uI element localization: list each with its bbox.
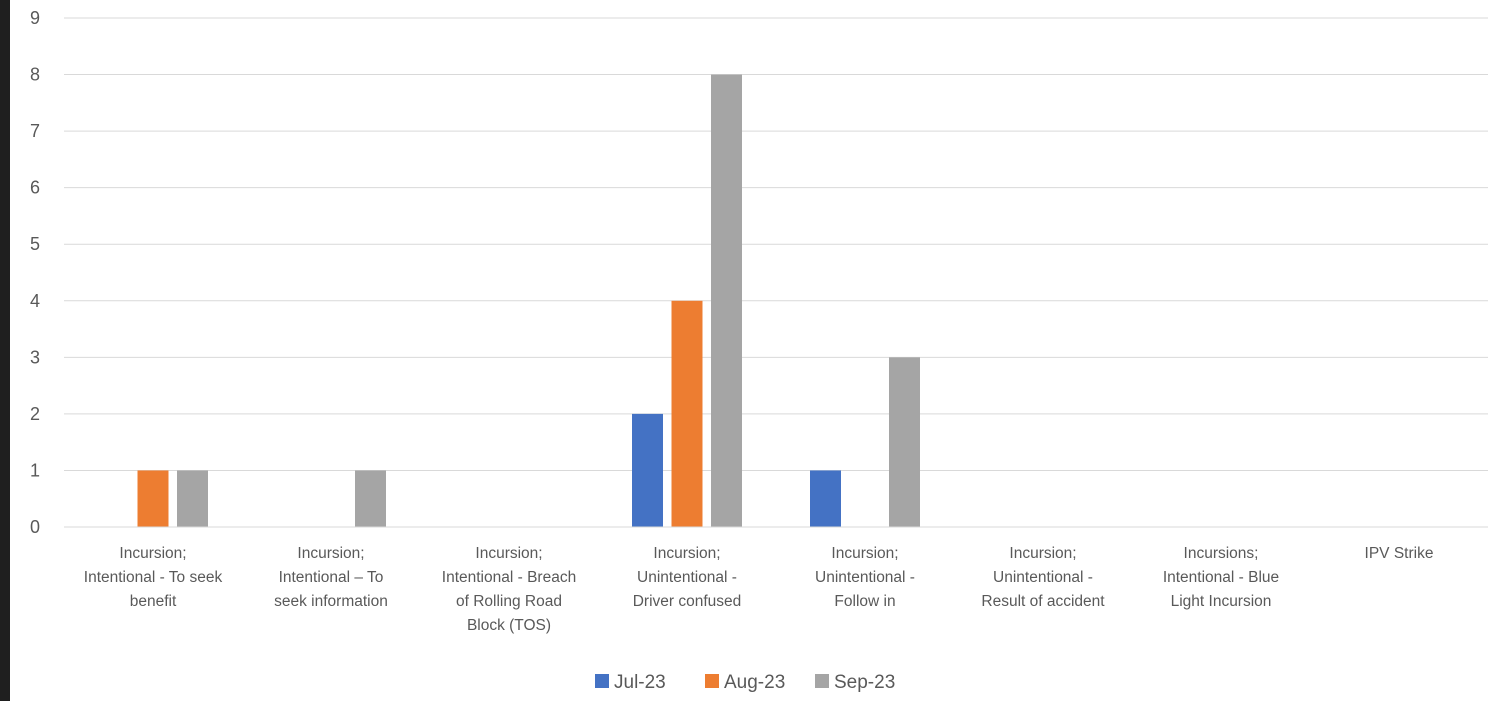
bar-aug-23-cat-3	[671, 300, 703, 527]
legend-swatch-sep-23	[815, 674, 829, 688]
bar-aug-23-cat-0	[137, 470, 169, 527]
legend-label-aug-23: Aug-23	[724, 672, 785, 693]
bar-sep-23-cat-3	[711, 74, 742, 528]
bar-sep-23-cat-0	[177, 470, 208, 527]
y-tick-label: 2	[30, 404, 40, 424]
bars	[137, 74, 920, 528]
x-category-label-line: Unintentional -	[637, 569, 737, 586]
left-edge-strip	[0, 0, 10, 701]
x-axis-labels: Incursion; Intentional - To seek benefitIn…	[84, 545, 1434, 634]
y-tick-label: 9	[30, 8, 40, 28]
x-category-label: Incursion; Intentional - To seek benefit	[84, 545, 223, 610]
x-category-label-line: Intentional - To seek	[84, 569, 223, 586]
legend-label-sep-23: Sep-23	[834, 672, 895, 693]
x-category-label-line: IPV Strike	[1365, 545, 1434, 562]
x-category-label-line: Light Incursion	[1171, 593, 1272, 610]
x-category-label-line: of Rolling Road	[456, 593, 562, 610]
x-category-label-line: Incursion;	[119, 545, 186, 562]
y-tick-label: 1	[30, 460, 40, 480]
x-category-label-line: Incursions;	[1184, 545, 1259, 562]
y-tick-label: 8	[30, 65, 40, 85]
bar-sep-23-cat-1	[355, 470, 386, 527]
x-category-label-line: Unintentional -	[993, 569, 1093, 586]
x-category-label-line: Unintentional -	[815, 569, 915, 586]
y-tick-label: 0	[30, 517, 40, 537]
x-category-label: IPV Strike	[1365, 545, 1434, 562]
bar-jul-23-cat-3	[632, 413, 663, 527]
x-category-label-line: Block (TOS)	[467, 617, 551, 634]
legend-swatch-aug-23	[705, 674, 719, 688]
x-category-label: Incursion; Unintentional - Driver confused	[633, 545, 742, 610]
x-category-label: Incursions; Intentional - Blue Light Incur…	[1163, 545, 1279, 610]
x-category-label-line: Incursion;	[831, 545, 898, 562]
x-category-label: Incursion; Unintentional - Result of accid…	[981, 545, 1105, 610]
x-category-label-line: Intentional – To	[279, 569, 384, 586]
x-category-label-line: Incursion;	[475, 545, 542, 562]
y-tick-label: 7	[30, 121, 40, 141]
x-category-label: Incursion; Intentional – To seek informati…	[274, 545, 388, 610]
x-category-label-line: Driver confused	[633, 593, 742, 610]
x-category-label-line: Incursion;	[297, 545, 364, 562]
bar-sep-23-cat-4	[889, 357, 920, 527]
x-category-label-line: Incursion;	[1009, 545, 1076, 562]
y-tick-label: 6	[30, 178, 40, 198]
gridlines	[64, 17, 1488, 471]
y-axis-ticks: 0 1 2 3 4 5 6 7 8 9	[30, 8, 40, 537]
x-category-label-line: Follow in	[834, 593, 895, 610]
legend-swatch-jul-23	[595, 674, 609, 688]
x-category-label-line: benefit	[130, 593, 177, 610]
legend: Jul-23 Aug-23 Sep-23	[595, 672, 895, 693]
x-category-label-line: Incursion;	[653, 545, 720, 562]
legend-label-jul-23: Jul-23	[614, 672, 666, 693]
x-category-label-line: seek information	[274, 593, 388, 610]
x-category-label-line: Intentional - Breach	[442, 569, 576, 586]
x-category-label: Incursion; Unintentional - Follow in	[815, 545, 915, 610]
x-category-label: Incursion; Intentional - Breach of Rolling…	[442, 545, 576, 634]
x-category-label-line: Intentional - Blue	[1163, 569, 1279, 586]
x-category-label-line: Result of accident	[981, 593, 1105, 610]
y-tick-label: 5	[30, 234, 40, 254]
y-tick-label: 4	[30, 291, 40, 311]
y-tick-label: 3	[30, 347, 40, 367]
bar-jul-23-cat-4	[810, 470, 841, 527]
